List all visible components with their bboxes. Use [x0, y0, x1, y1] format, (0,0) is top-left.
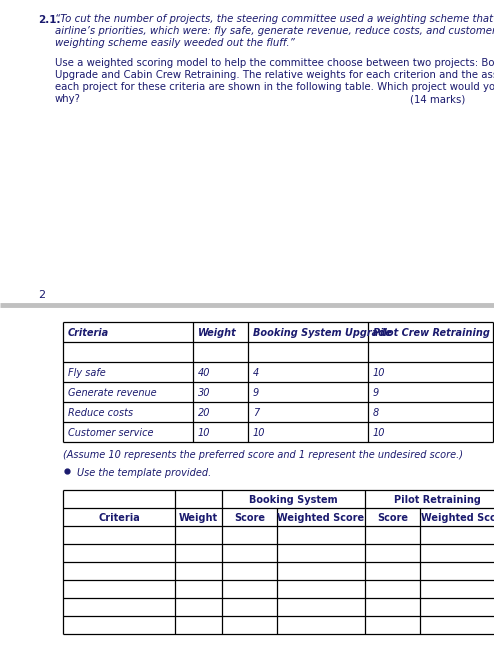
Text: 10: 10: [253, 428, 265, 438]
Text: Pilot Retraining: Pilot Retraining: [394, 495, 481, 505]
Text: 10: 10: [198, 428, 210, 438]
Text: Weight: Weight: [198, 328, 237, 338]
Text: Score: Score: [234, 513, 265, 523]
Text: 9: 9: [253, 388, 259, 398]
Text: Generate revenue: Generate revenue: [68, 388, 157, 398]
Text: 2.1.: 2.1.: [38, 15, 60, 25]
Text: 40: 40: [198, 368, 210, 378]
Text: Weight: Weight: [179, 513, 218, 523]
Text: 10: 10: [373, 428, 385, 438]
Text: 4: 4: [253, 368, 259, 378]
Text: 8: 8: [373, 408, 379, 418]
Text: Use the template provided.: Use the template provided.: [77, 468, 211, 478]
Text: 2: 2: [38, 290, 45, 300]
Text: Reduce costs: Reduce costs: [68, 408, 133, 418]
Text: 30: 30: [198, 388, 210, 398]
Text: Criteria: Criteria: [68, 328, 109, 338]
Text: Weighted Score: Weighted Score: [421, 513, 494, 523]
Text: “To cut the number of projects, the steering committee used a weighting scheme t: “To cut the number of projects, the stee…: [55, 14, 494, 24]
Text: Fly safe: Fly safe: [68, 368, 106, 378]
Text: 9: 9: [373, 388, 379, 398]
Text: Booking System: Booking System: [249, 495, 338, 505]
Text: (Assume 10 represents the preferred score and 1 represent the undesired score.): (Assume 10 represents the preferred scor…: [63, 450, 463, 460]
Text: Pilot Crew Retraining: Pilot Crew Retraining: [373, 328, 490, 338]
Text: Criteria: Criteria: [98, 513, 140, 523]
Text: Upgrade and Cabin Crew Retraining. The relative weights for each criterion and t: Upgrade and Cabin Crew Retraining. The r…: [55, 70, 494, 80]
Text: Customer service: Customer service: [68, 428, 154, 438]
Text: each project for these criteria are shown in the following table. Which project : each project for these criteria are show…: [55, 82, 494, 92]
Text: Use a weighted scoring model to help the committee choose between two projects: : Use a weighted scoring model to help the…: [55, 58, 494, 68]
Text: Score: Score: [377, 513, 408, 523]
Text: 7: 7: [253, 408, 259, 418]
Text: 20: 20: [198, 408, 210, 418]
Text: Booking System Upgrade: Booking System Upgrade: [253, 328, 392, 338]
Text: airline’s priorities, which were: fly safe, generate revenue, reduce costs, and : airline’s priorities, which were: fly sa…: [55, 26, 494, 36]
Text: (14 marks): (14 marks): [410, 94, 465, 104]
Text: Weighted Score: Weighted Score: [278, 513, 365, 523]
Text: 10: 10: [373, 368, 385, 378]
Text: weighting scheme easily weeded out the fluff.”: weighting scheme easily weeded out the f…: [55, 38, 295, 48]
Text: why?: why?: [55, 94, 81, 104]
